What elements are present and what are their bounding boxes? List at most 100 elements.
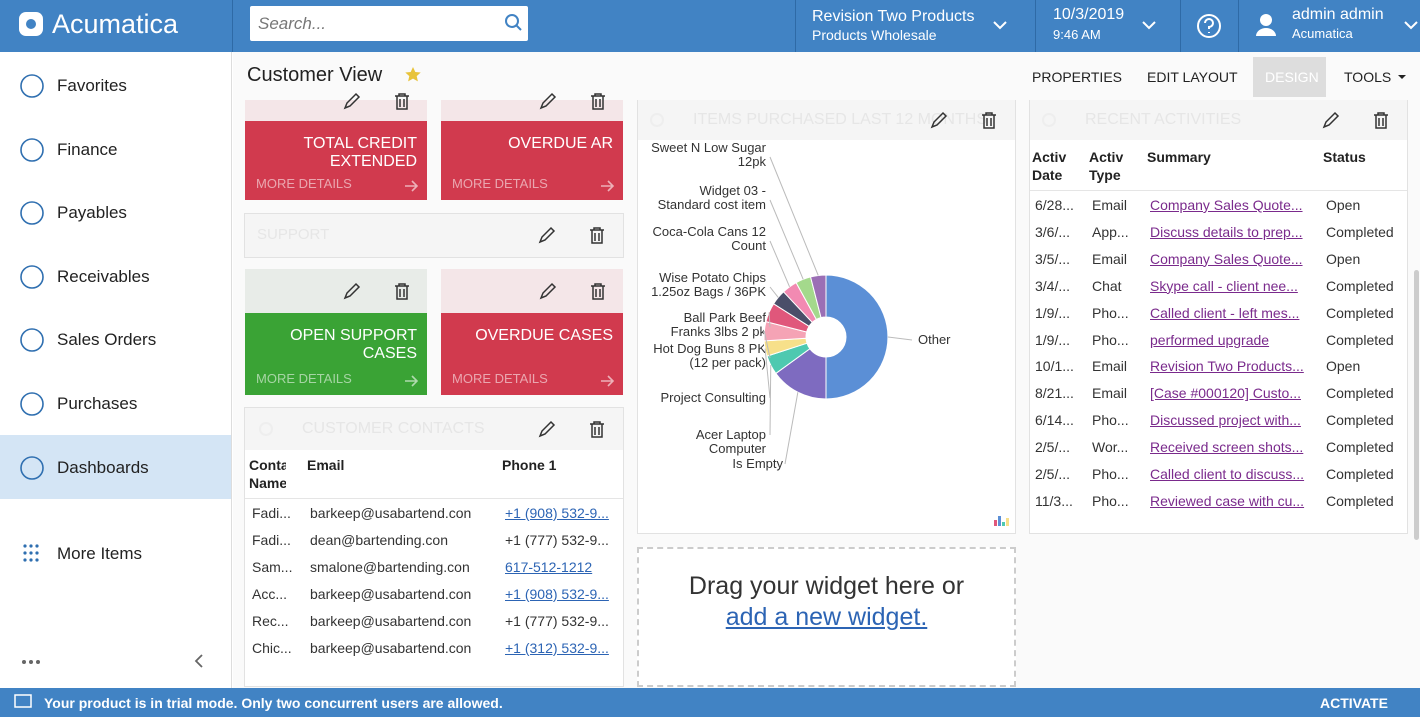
tile-label: OVERDUE CASES [475, 327, 613, 344]
add-widget-link[interactable]: add a new widget. [725, 603, 928, 631]
cell: Email [1092, 250, 1128, 267]
pie-label: Sweet N Low Sugar 12pk [651, 140, 766, 169]
nav-item[interactable]: Receivables [57, 267, 150, 286]
summary-link[interactable]: Received screen shots... [1150, 439, 1304, 456]
nav-item[interactable]: Sales Orders [57, 330, 157, 349]
toolbar-action[interactable]: TOOLS [1344, 69, 1392, 85]
footer-bar [0, 688, 1420, 717]
cell: Rec... [252, 613, 289, 629]
phone-link[interactable]: +1 (312) 532-9... [505, 640, 609, 656]
column-header: Email [307, 457, 345, 473]
header-rule [1030, 190, 1407, 191]
nav-more[interactable]: More Items [57, 544, 143, 563]
cell: Pho... [1092, 492, 1129, 509]
tile-link[interactable]: MORE DETAILS [452, 176, 548, 191]
summary-link[interactable]: Company Sales Quote... [1150, 250, 1303, 267]
pie-label: Acer Laptop Computer [695, 427, 766, 456]
action-bg [1253, 57, 1326, 97]
nav-item[interactable]: Purchases [57, 394, 138, 413]
cell: 2/5/... [1035, 439, 1071, 456]
summary-link[interactable]: Reviewed case with cu... [1150, 492, 1305, 509]
tile-header [245, 269, 427, 313]
column-header: Status [1323, 149, 1366, 165]
cell: Sam... [252, 559, 293, 575]
cell: Completed [1326, 331, 1394, 348]
nav-item[interactable]: Dashboards [57, 458, 149, 477]
widget-title: SUPPORT [257, 226, 330, 243]
cell: barkeep@usabartend.con [310, 640, 472, 656]
drop-zone [637, 547, 1016, 687]
column-header: Activ Date [1032, 149, 1067, 183]
nav-item[interactable]: Finance [57, 140, 118, 159]
widget [244, 213, 624, 258]
tile-label: OVERDUE AR [508, 135, 613, 152]
phone-link[interactable]: +1 (908) 532-9... [505, 586, 609, 602]
cell: barkeep@usabartend.con [310, 586, 472, 602]
cell: App... [1092, 223, 1129, 240]
divider [1180, 0, 1181, 52]
widget-header [1030, 100, 1407, 140]
cell: Pho... [1092, 466, 1129, 482]
divider [795, 0, 796, 52]
widget-header [638, 100, 1015, 140]
cell: Completed [1326, 385, 1394, 402]
widget [1029, 100, 1408, 534]
column-header: Conta Name [249, 457, 286, 491]
cell: Chic... [252, 640, 292, 656]
pie-label: Other [918, 332, 951, 347]
company[interactable]: Revision Two Products [812, 8, 975, 25]
activate-button[interactable]: ACTIVATE [1320, 695, 1388, 711]
tile-header [245, 100, 427, 121]
tile-link[interactable]: MORE DETAILS [452, 371, 548, 386]
time[interactable]: 9:46 AM [1053, 27, 1101, 42]
cell: 1/9/... [1035, 331, 1071, 348]
column-header: Summary [1147, 149, 1211, 165]
logo: Acumatica [52, 9, 179, 39]
tile [441, 313, 623, 395]
tile-link[interactable]: MORE DETAILS [256, 176, 352, 191]
cell: barkeep@usabartend.con [310, 505, 472, 521]
date[interactable]: 10/3/2019 [1053, 6, 1125, 23]
cell: 8/21... [1035, 385, 1074, 402]
pie-label: Coca-Cola Cans 12 Count [652, 224, 766, 253]
cell: Open [1326, 197, 1361, 213]
cell: smalone@bartending.con [310, 559, 470, 575]
cell: 11/3... [1035, 492, 1073, 509]
phone-link[interactable]: 617-512-1212 [505, 559, 593, 575]
toolbar-action[interactable]: DESIGN [1265, 69, 1319, 85]
cell: Completed [1326, 439, 1394, 456]
summary-link[interactable]: Called client to discuss... [1150, 466, 1305, 482]
summary-link[interactable]: [Case #000120] Custo... [1150, 385, 1301, 402]
cell: 10/1... [1035, 358, 1074, 375]
tile-link[interactable]: MORE DETAILS [256, 371, 352, 386]
cell: Chat [1092, 277, 1122, 294]
cell: Email [1092, 197, 1128, 213]
nav-item[interactable]: Payables [57, 203, 127, 222]
divider [1035, 0, 1036, 52]
search-box[interactable]: Search... [250, 6, 528, 41]
summary-link[interactable]: Called client - left mes... [1150, 304, 1300, 321]
cell: Completed [1326, 492, 1394, 509]
phone-link[interactable]: +1 (908) 532-9... [505, 505, 609, 521]
toolbar-action[interactable]: PROPERTIES [1032, 69, 1122, 85]
summary-link[interactable]: Discussed project with... [1150, 412, 1301, 429]
header-rule [245, 498, 623, 499]
branch[interactable]: Products Wholesale [812, 27, 937, 43]
widget-header [245, 408, 623, 450]
cell: Completed [1326, 466, 1394, 482]
cell: dean@bartending.con [310, 532, 448, 548]
summary-link[interactable]: performed upgrade [1150, 331, 1270, 348]
widget-title: CUSTOMER CONTACTS [302, 420, 485, 437]
pie-label: Ball Park Beef Franks 3lbs 2 pk [670, 310, 766, 339]
cell: +1 (777) 532-9... [505, 532, 609, 548]
summary-link[interactable]: Revision Two Products... [1150, 358, 1304, 375]
cell: Completed [1326, 223, 1394, 240]
summary-link[interactable]: Skype call - client nee... [1150, 277, 1298, 294]
summary-link[interactable]: Company Sales Quote... [1150, 197, 1303, 213]
nav-item[interactable]: Favorites [57, 76, 127, 95]
cell: +1 (777) 532-9... [505, 613, 609, 629]
user-name[interactable]: admin admin [1292, 6, 1384, 23]
pie-label: Hot Dog Buns 8 PK (12 per pack) [653, 341, 766, 370]
summary-link[interactable]: Discuss details to prep... [1150, 223, 1303, 240]
toolbar-action[interactable]: EDIT LAYOUT [1147, 69, 1238, 85]
